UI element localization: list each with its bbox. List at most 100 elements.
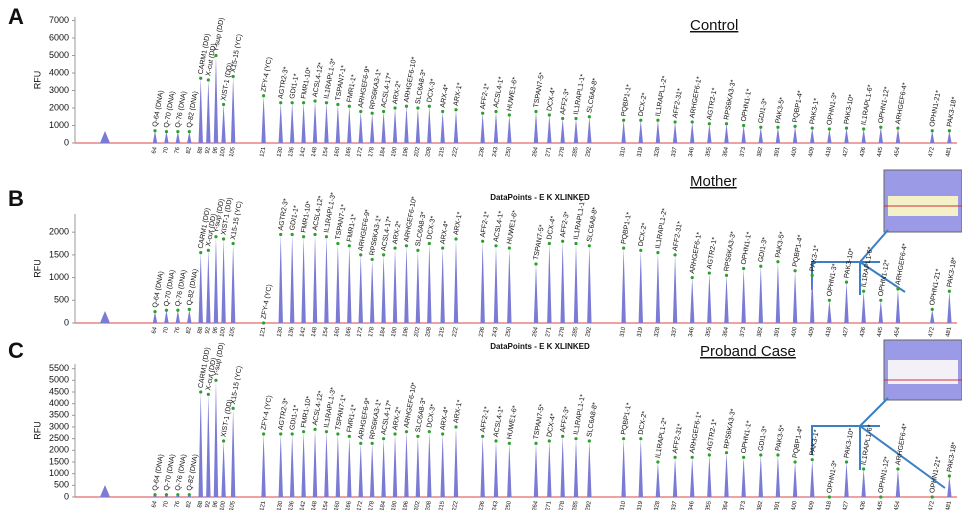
x-value-label: 184 — [379, 146, 387, 158]
peak-label: TSPAN7-5* — [533, 403, 546, 440]
peak-label: ZFY-4 (YC) — [260, 57, 273, 93]
peak — [454, 239, 458, 323]
x-value-label: 278 — [559, 500, 567, 510]
x-value-label: 278 — [559, 146, 567, 158]
peak — [427, 432, 431, 497]
peak-label: ARX-2* — [392, 406, 403, 430]
peak-label: AFF2-31* — [672, 221, 684, 252]
x-value-label: 285 — [572, 500, 580, 510]
peak — [290, 234, 294, 323]
inset-b — [884, 170, 962, 232]
peak-label: DCX-3* — [426, 78, 437, 103]
peak — [199, 253, 203, 323]
peak — [639, 439, 643, 497]
peak-top — [359, 253, 362, 256]
x-value-label: 92 — [205, 146, 212, 154]
peak-label: GDI1-1* — [289, 205, 300, 231]
peak-label: DCX-4* — [546, 413, 557, 438]
x-value-label: 264 — [532, 500, 540, 510]
y-tick-label: 1500 — [49, 249, 69, 259]
peak-top — [534, 110, 537, 113]
y-tick-label: 4000 — [49, 67, 69, 77]
peak-top — [725, 274, 728, 277]
peak-top — [742, 124, 745, 127]
x-value-label: 100 — [219, 326, 227, 338]
peak-label: ZFY-4 (YC) — [260, 395, 273, 431]
peak-label: OPHN1-1* — [741, 231, 754, 265]
peak — [381, 439, 385, 497]
x-value-label: 92 — [205, 326, 212, 334]
x-value-label: 202 — [414, 146, 422, 158]
peak-top — [348, 435, 351, 438]
x-value-label: 148 — [311, 500, 319, 510]
peak-top — [441, 246, 444, 249]
peak-label: AFF2-3* — [560, 406, 571, 433]
peak-label: OPHN1-12* — [878, 456, 891, 494]
x-value-label: 310 — [620, 326, 628, 338]
inset-c — [884, 340, 962, 400]
peak-top — [622, 437, 625, 440]
peak — [574, 439, 578, 497]
x-value-label: 196 — [402, 500, 410, 510]
x-value-label: 154 — [322, 500, 330, 510]
peak-top — [574, 437, 577, 440]
peak-label: IL1RAPL1-6* — [861, 246, 875, 288]
peak — [947, 291, 951, 323]
peak-top — [454, 237, 457, 240]
peak-label: ARX-4* — [440, 406, 451, 430]
peak — [370, 443, 374, 497]
peak — [187, 132, 191, 143]
peak — [587, 441, 591, 497]
peak-top — [393, 432, 396, 435]
peak-label: FMR1-10* — [300, 395, 312, 428]
peak-label: GDI1-3* — [758, 98, 769, 124]
peak-top — [207, 249, 210, 252]
peak — [534, 112, 538, 144]
x-value-label: 130 — [277, 500, 285, 510]
peak — [164, 310, 168, 323]
peak-label: ARX-4* — [440, 220, 451, 244]
peak-top — [359, 442, 362, 445]
peak-top — [948, 474, 951, 477]
y-tick-label: 1500 — [49, 456, 69, 466]
peak — [707, 273, 711, 323]
x-value-label: 64 — [151, 326, 158, 334]
peak-top — [428, 242, 431, 245]
x-value-label: 154 — [322, 146, 330, 158]
x-value-label: 264 — [532, 326, 540, 338]
peak-top — [561, 117, 564, 120]
peak-label: RPS6KA3-3* — [723, 231, 737, 272]
peak — [494, 112, 498, 144]
peak — [347, 106, 351, 143]
x-value-label: 292 — [585, 326, 593, 338]
x-value-label: 76 — [174, 326, 181, 334]
x-value-label: 64 — [151, 146, 158, 154]
peak-label: DCX-4* — [546, 215, 557, 240]
panel-letter: A — [8, 4, 24, 29]
x-value-label: 172 — [357, 146, 365, 158]
peak-top — [845, 127, 848, 130]
peak — [574, 119, 578, 144]
peak — [164, 132, 168, 143]
peak-top — [548, 113, 551, 116]
x-value-label: 76 — [174, 146, 181, 154]
peak-top — [828, 495, 831, 498]
x-value-label: 400 — [791, 500, 799, 510]
peak — [301, 237, 305, 323]
peak-label: GDI1-1* — [289, 404, 300, 430]
peak-label: FMR1-1* — [346, 213, 358, 242]
peak-label: IL1RAPL1-2* — [655, 208, 669, 250]
peak — [221, 239, 225, 323]
peak-top — [359, 110, 362, 113]
x-value-label: 337 — [671, 326, 679, 338]
peak — [313, 101, 317, 143]
peak — [776, 127, 780, 143]
x-value-label: 328 — [654, 146, 662, 158]
peak — [359, 255, 363, 323]
x-value-label: 278 — [559, 326, 567, 338]
peak-top — [165, 309, 168, 312]
x-value-label: 105 — [229, 500, 237, 510]
x-value-label: 436 — [860, 500, 868, 510]
peak-label: IL1RAPL1-6* — [861, 84, 875, 126]
x-value-label: 285 — [572, 146, 580, 158]
